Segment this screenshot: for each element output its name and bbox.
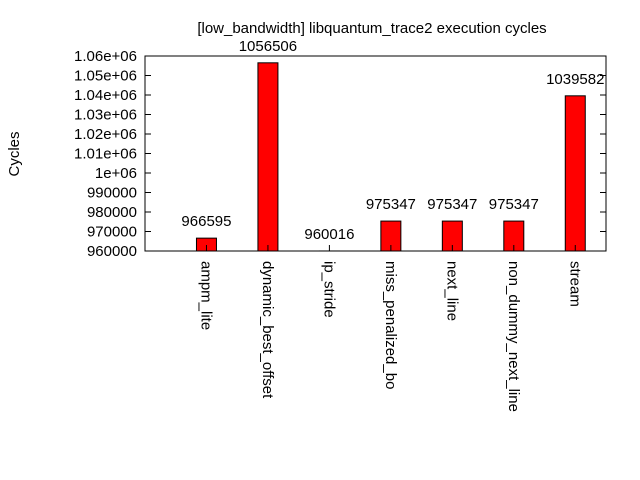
x-tick-label: ampm_lite	[197, 261, 214, 330]
data-label: 975347	[427, 196, 477, 213]
y-tick-label: 1.03e+06	[74, 107, 137, 124]
data-label: 1039582	[546, 71, 604, 88]
x-tick-label: dynamic_best_offset	[259, 261, 276, 399]
bar	[257, 62, 279, 252]
y-tick-label: 970000	[87, 224, 137, 241]
x-tick-label: miss_penalized_bo	[382, 261, 399, 389]
data-label: 975347	[366, 196, 416, 213]
data-label: 1056506	[239, 38, 297, 55]
y-tick-label: 1.04e+06	[74, 87, 137, 104]
data-label: 966595	[181, 213, 231, 230]
y-axis-label: Cycles	[6, 131, 23, 176]
x-tick-label: next_line	[443, 261, 460, 321]
y-tick-label: 1.05e+06	[74, 68, 137, 85]
y-tick-label: 1e+06	[95, 165, 137, 182]
y-tick-label: 1.01e+06	[74, 146, 137, 163]
y-tick-label: 960000	[87, 243, 137, 260]
data-label: 975347	[489, 196, 539, 213]
bar	[564, 95, 586, 252]
y-tick-label: 980000	[87, 204, 137, 221]
x-tick-label: stream	[566, 261, 583, 307]
x-tick-label: ip_stride	[320, 261, 337, 318]
plot-area: 960000 970000 980000 990000 1e+06 1.01e+06 1.0…	[74, 38, 607, 412]
y-tick-label: 1.06e+06	[74, 48, 137, 65]
y-tick-label: 1.02e+06	[74, 126, 137, 143]
chart-title: [low_bandwidth] libquantum_trace2 execut…	[197, 20, 546, 37]
y-tick-label: 990000	[87, 185, 137, 202]
x-tick-label: non_dummy_next_line	[505, 261, 522, 412]
data-label: 960016	[304, 226, 354, 243]
